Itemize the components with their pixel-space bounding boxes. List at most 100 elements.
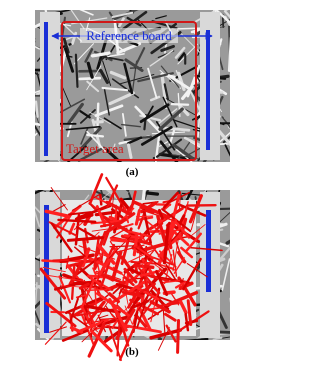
blue-marker-left <box>44 205 49 333</box>
red-leaf <box>173 257 185 274</box>
red-leaf <box>47 274 86 282</box>
red-leaf <box>89 277 111 291</box>
red-leaf <box>126 200 136 213</box>
leaf <box>35 38 36 40</box>
red-leaf <box>74 246 86 257</box>
red-leaf <box>86 300 106 324</box>
red-leaf <box>149 300 171 314</box>
leaf <box>145 105 154 120</box>
red-leaf <box>166 218 178 241</box>
figure: Reference board Target area (a) (b) <box>19 0 251 362</box>
red-leaf <box>189 224 206 238</box>
red-leaf <box>149 328 183 340</box>
red-leaf <box>71 194 100 211</box>
leaf <box>35 273 36 276</box>
leaf <box>227 36 230 72</box>
leaf <box>135 47 146 66</box>
leaf <box>212 336 223 340</box>
leaf <box>174 46 186 59</box>
leaf <box>234 11 247 21</box>
leaf <box>217 310 228 329</box>
leaf <box>35 45 40 50</box>
red-leaf <box>95 230 107 257</box>
leaf <box>89 111 111 125</box>
red-leaf <box>123 267 138 284</box>
leaf <box>80 126 102 150</box>
red-leaf <box>135 215 154 218</box>
red-leaf <box>132 283 156 298</box>
red-leaf <box>78 282 90 290</box>
leaf <box>221 116 230 129</box>
red-leaf <box>177 214 186 228</box>
red-leaf <box>118 326 136 361</box>
red-leaf <box>143 222 164 245</box>
red-leaf <box>119 197 131 212</box>
leaf <box>158 152 196 161</box>
leaf <box>147 67 158 99</box>
red-leaf <box>176 319 181 354</box>
red-leaf <box>174 281 187 289</box>
red-leaf <box>110 237 128 243</box>
red-leaf <box>121 290 144 298</box>
leaf <box>78 76 102 81</box>
leaf <box>151 131 186 135</box>
leaf <box>123 62 134 95</box>
red-leaf <box>157 208 164 220</box>
leaf <box>19 0 32 12</box>
leaf <box>35 71 40 76</box>
leaf <box>234 93 249 108</box>
reference-label: Reference board <box>86 28 172 43</box>
leaf <box>35 299 44 310</box>
leaf <box>234 217 251 231</box>
red-leaf <box>134 285 160 301</box>
leaf <box>74 53 79 88</box>
red-leaf <box>127 230 152 238</box>
red-leaf <box>44 209 69 218</box>
red-leaf <box>75 204 108 220</box>
target-label: Target area <box>66 141 124 156</box>
leaf <box>102 60 112 86</box>
red-leaf <box>134 208 141 226</box>
red-leaf <box>162 223 170 265</box>
red-leaf <box>160 279 181 284</box>
red-leaf <box>95 205 107 228</box>
red-leaf <box>174 220 191 239</box>
leaf <box>90 51 111 58</box>
leaf <box>87 0 97 7</box>
reference-board-left <box>40 12 60 160</box>
red-leaf <box>138 267 161 294</box>
leaf <box>228 140 230 145</box>
leaf <box>30 85 31 113</box>
leaf <box>171 154 205 161</box>
red-leaf <box>133 283 156 317</box>
leaf <box>59 98 86 113</box>
blue-marker-right <box>206 210 211 292</box>
leaf <box>177 43 198 65</box>
leaf <box>86 65 102 91</box>
leaf <box>221 258 230 291</box>
red-leaf <box>57 218 97 224</box>
red-leaf <box>162 308 166 333</box>
leaf <box>86 80 100 93</box>
red-leaf <box>188 194 203 224</box>
red-leaf <box>106 184 119 208</box>
red-leaf <box>184 232 203 253</box>
red-leaf <box>50 222 73 253</box>
leaf <box>146 190 150 191</box>
red-leaf <box>168 193 181 232</box>
red-leaf <box>58 275 72 304</box>
leaf <box>159 140 179 162</box>
leaf <box>86 61 94 79</box>
leaf <box>100 0 112 8</box>
red-leaf <box>182 257 202 291</box>
leaf <box>64 47 75 73</box>
leaf <box>126 143 133 159</box>
leaf <box>170 103 190 106</box>
red-leaf <box>69 326 84 334</box>
red-leaf <box>107 292 120 304</box>
red-leaf <box>42 266 66 273</box>
leaf <box>225 10 228 11</box>
blue-marker-right <box>206 30 210 150</box>
leaf <box>103 89 110 116</box>
leaf <box>224 144 230 157</box>
